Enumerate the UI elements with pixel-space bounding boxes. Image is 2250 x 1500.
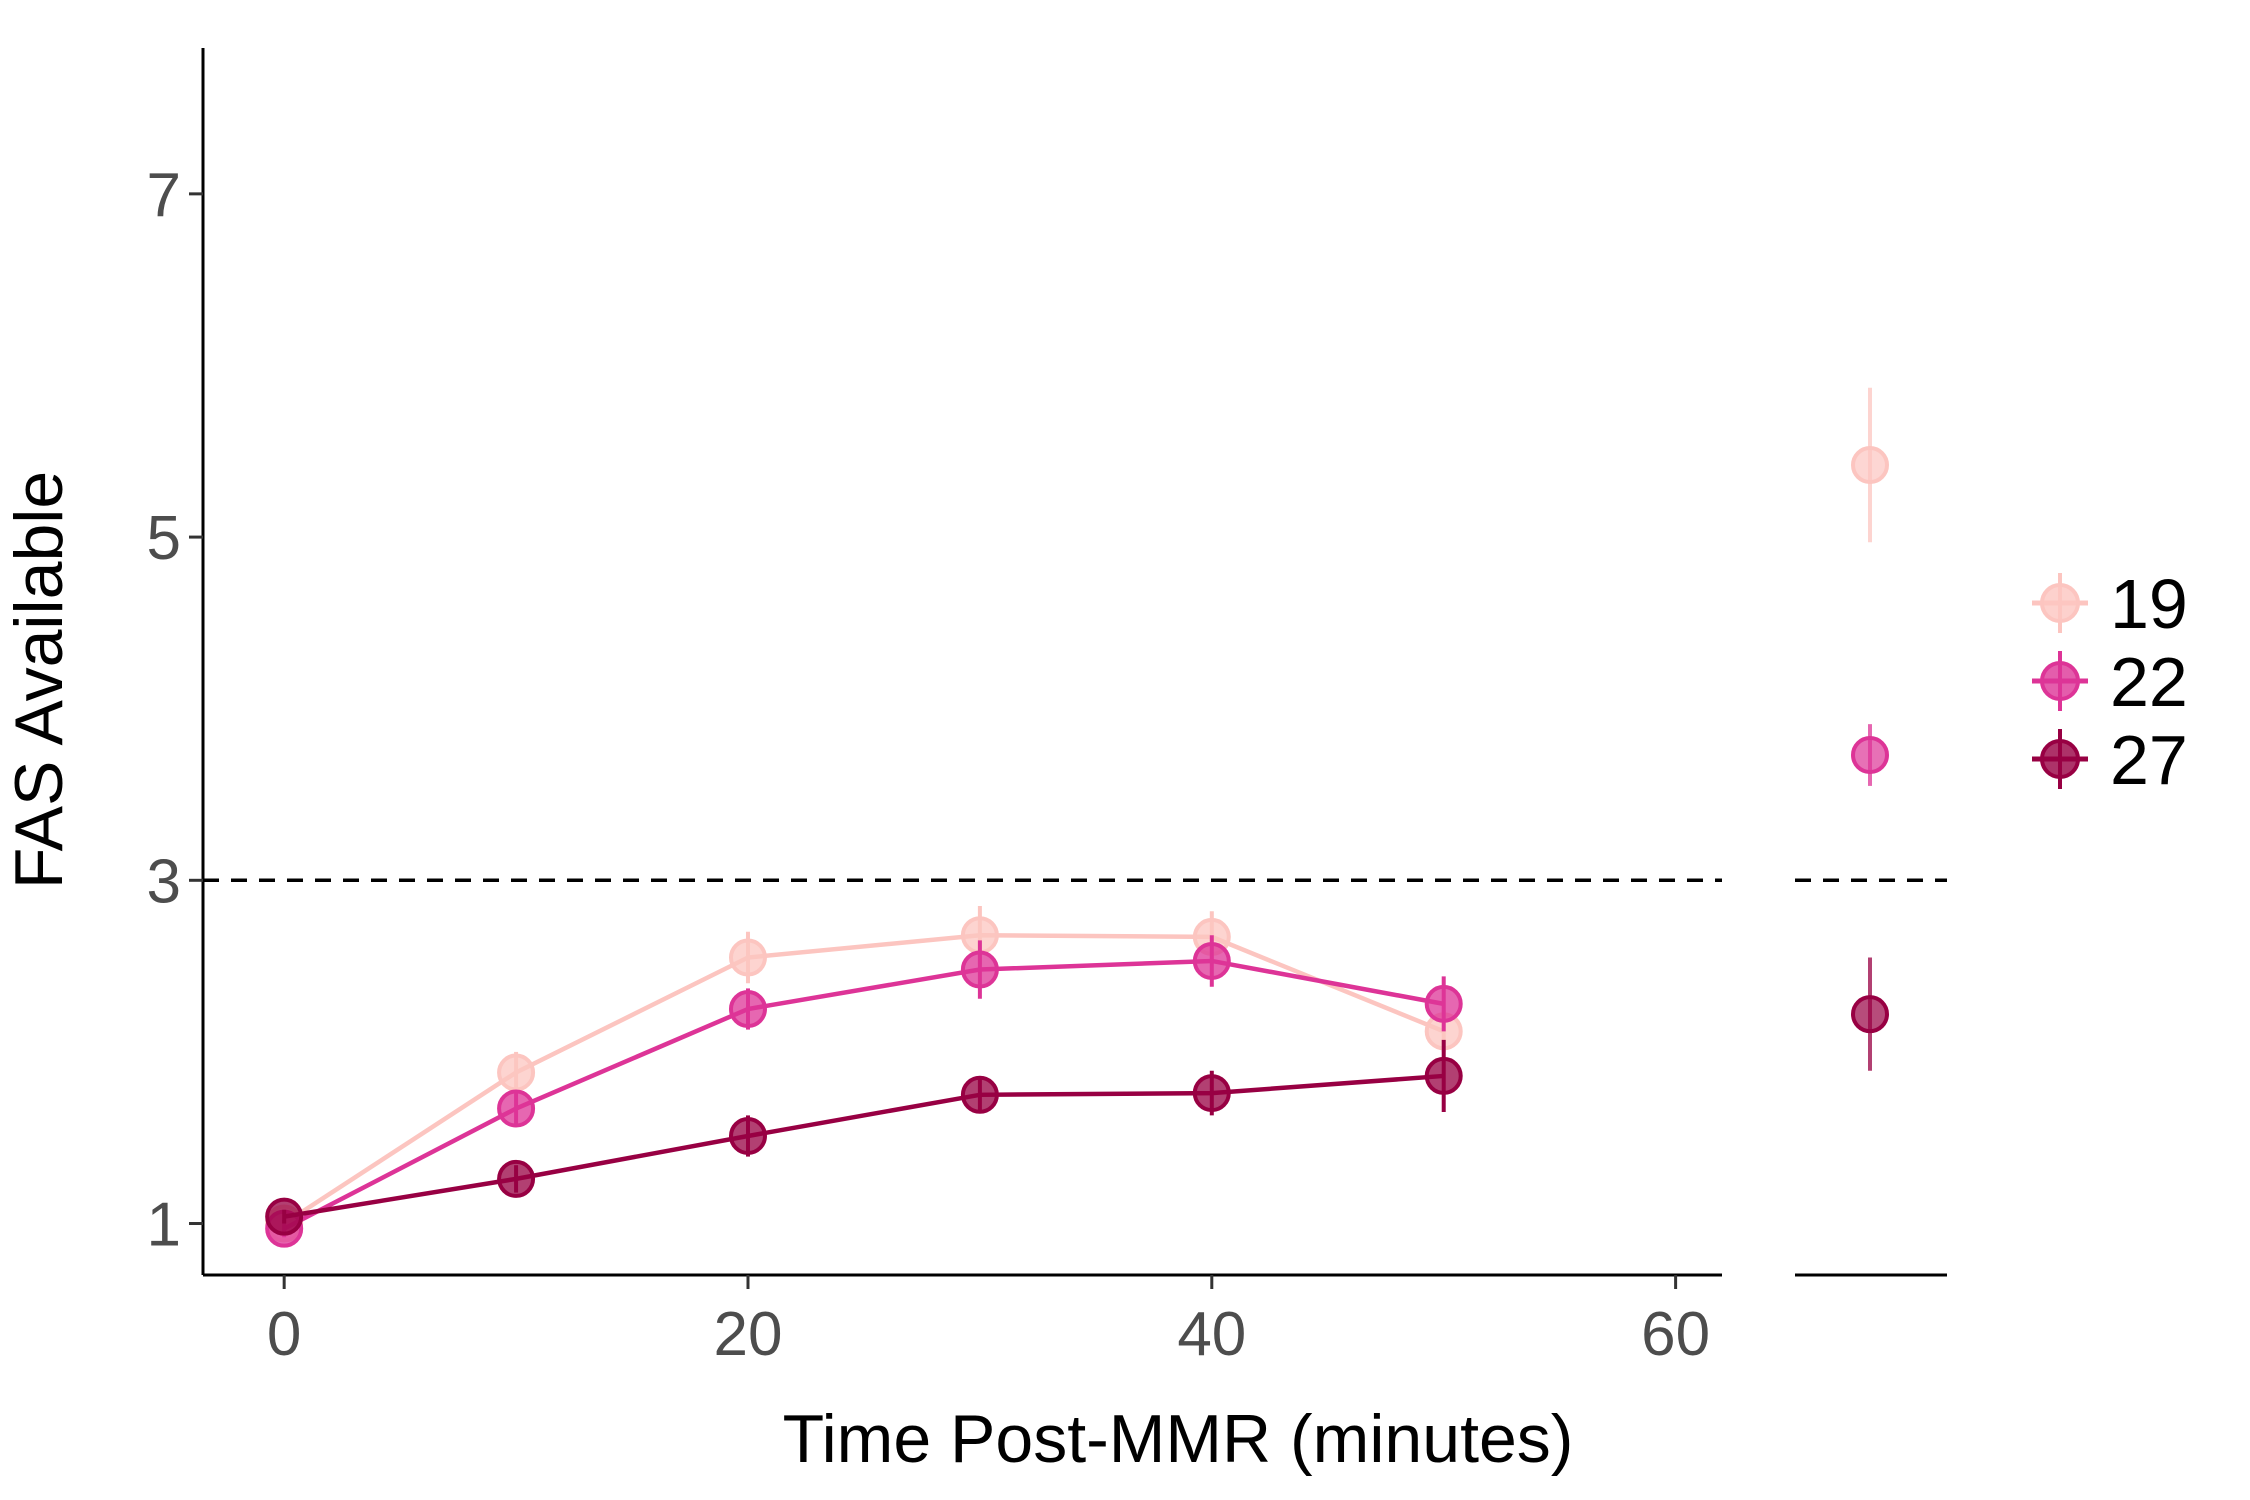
- series-line: [282, 932, 1445, 1226]
- legend-label: 27: [2110, 721, 2188, 799]
- data-point: [1424, 984, 1463, 1023]
- y-axis-title: FAS Available: [1, 471, 77, 889]
- legend-marker: [2040, 661, 2080, 701]
- data-point: [265, 1197, 304, 1236]
- legend-item-27: 27: [2032, 721, 2188, 799]
- x-tick-label: 60: [1641, 1300, 1710, 1369]
- series-22: [265, 935, 1463, 1248]
- legend-marker: [2040, 739, 2080, 779]
- legend-item-22: 22: [2032, 643, 2188, 721]
- legend-label: 19: [2110, 565, 2188, 643]
- extra-point-19: [1851, 387, 1889, 543]
- data-point: [497, 1089, 536, 1128]
- y-tick-label: 7: [147, 161, 181, 230]
- extra-point-22: [1851, 724, 1889, 786]
- extra-panel: [1795, 387, 1947, 1071]
- data-point: [1851, 446, 1889, 485]
- data-point: [1424, 1056, 1463, 1095]
- data-point: [728, 938, 767, 977]
- data-point: [960, 1075, 999, 1114]
- y-tick-label: 1: [147, 1191, 181, 1260]
- data-point: [1192, 941, 1231, 980]
- data-point: [728, 1116, 767, 1155]
- y-tick-label: 5: [147, 504, 181, 573]
- legend-item-19: 19: [2032, 565, 2188, 643]
- data-point: [960, 950, 999, 989]
- data-point: [1192, 1074, 1231, 1113]
- axes: 1 3 5 7 0 20 40 60: [147, 48, 1947, 1369]
- series-line: [283, 958, 1445, 1231]
- y-tick-label: 3: [147, 847, 181, 916]
- x-tick-label: 20: [714, 1300, 783, 1369]
- legend-marker: [2040, 583, 2080, 623]
- x-tick-label: 0: [267, 1300, 301, 1369]
- legend-label: 22: [2110, 643, 2188, 721]
- data-point: [1851, 995, 1889, 1034]
- main-panel: [203, 878, 1722, 1248]
- x-tick-label: 40: [1177, 1300, 1246, 1369]
- series-27: [265, 1039, 1463, 1236]
- extra-point-27: [1851, 957, 1889, 1071]
- series-line: [283, 1073, 1444, 1219]
- x-axis-title: Time Post-MMR (minutes): [783, 1401, 1574, 1477]
- data-point: [1851, 736, 1889, 775]
- data-point: [497, 1053, 536, 1092]
- data-point: [728, 990, 767, 1029]
- data-point: [497, 1159, 536, 1198]
